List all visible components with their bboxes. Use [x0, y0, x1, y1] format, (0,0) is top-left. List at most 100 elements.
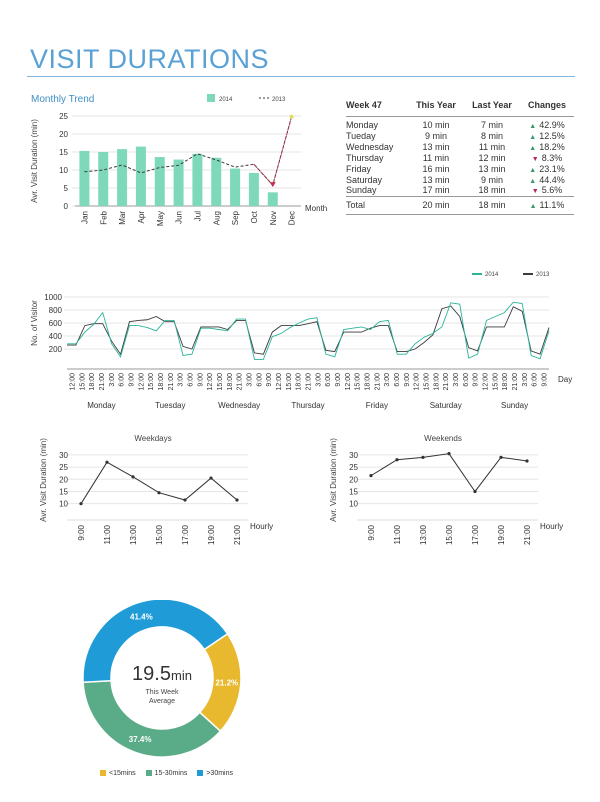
legend-label: <15mins — [109, 770, 136, 777]
day-label: Thursday — [291, 401, 324, 410]
x-tick-label: Jun — [175, 211, 184, 224]
center-value: 19.5min — [132, 663, 192, 685]
x-tick-label: 3:00 — [246, 373, 253, 387]
line-2013 — [84, 116, 293, 187]
x-tick-label: Jul — [193, 211, 202, 221]
table-row: Saturday 13 min 9 min ▲ 44.4% — [346, 174, 574, 185]
day-label: Tuesday — [155, 401, 185, 410]
x-tick-label: 3:00 — [109, 373, 116, 387]
week-table-body: Monday 10 min 7 min ▲ 42.9% Tueday 9 min 8 min ▲… — [346, 116, 574, 215]
this-year-cell: 17 min — [422, 185, 450, 196]
change-value: 5.6% — [541, 185, 563, 196]
x-tick-label: 9:00 — [542, 373, 549, 387]
x-tick-label: 21:00 — [168, 373, 175, 391]
title-divider — [27, 76, 575, 77]
this-year-cell: 13 min — [422, 174, 450, 185]
arrow-up-icon: ▲ — [529, 177, 537, 185]
data-point — [157, 491, 161, 495]
data-point — [79, 502, 83, 506]
x-tick-label: 15:00 — [217, 373, 224, 391]
x-tick-label: 18:00 — [433, 373, 440, 391]
x-tick-label: 9:00 — [266, 373, 273, 387]
x-tick-label: 6:00 — [119, 373, 126, 387]
y-tick-label: 5 — [64, 184, 69, 193]
legend-label: 15-30mins — [154, 770, 188, 777]
change-cell: ▼ 8.3% — [520, 152, 574, 163]
bar-2014 — [79, 150, 90, 206]
slice-label: 21.2% — [215, 679, 238, 688]
table-row: Tueday 9 min 8 min ▲ 12.5% — [346, 130, 574, 141]
y-axis-label: Avr. Visit Duration (min) — [30, 119, 39, 203]
x-tick-label: 21:00 — [237, 373, 244, 391]
week-table: Week 47 This Year Last Year Changes Mond… — [346, 94, 574, 215]
x-tick-label: 9:00 — [367, 524, 376, 540]
x-axis-label: Day — [558, 375, 572, 384]
x-tick-label: 21:00 — [512, 373, 519, 391]
weekdays-chart: Weekdays 10 15 20 25 30 Avr. Visit Duration (m… — [39, 434, 273, 545]
bar-2014 — [211, 157, 222, 206]
this-year-cell: 10 min — [422, 119, 450, 130]
week-table-header-last-year: Last Year — [464, 94, 520, 117]
x-tick-label: 9:00 — [335, 373, 342, 387]
change-cell: ▲ 11.1% — [520, 195, 574, 215]
x-tick-label: 12:00 — [414, 373, 421, 391]
day-cell: Total — [346, 195, 408, 215]
x-tick-label: 9:00 — [197, 373, 204, 387]
this-year-cell: 20 min — [408, 195, 464, 215]
change-cell: ▲ 18.2% — [520, 141, 574, 152]
bar-2014 — [192, 153, 203, 206]
day-label: Sunday — [501, 401, 528, 410]
y-axis-label: Avr. Visit Duration (min) — [329, 438, 338, 522]
this-year-cell: 16 min — [422, 163, 450, 174]
day-cell: Friday — [346, 163, 372, 174]
last-year-cell: 12 min — [478, 152, 506, 163]
y-axis-label: Avr. Visit Duration (min) — [39, 438, 48, 522]
x-axis-label: Hourly — [250, 522, 273, 531]
change-value: 11.1% — [539, 200, 565, 210]
data-point — [105, 460, 109, 464]
line-2014 — [67, 301, 550, 360]
y-tick-label: 30 — [59, 451, 68, 460]
bar-2014 — [173, 159, 184, 206]
donut-legend: <15mins 15-30mins >30mins — [100, 770, 233, 777]
bar-2014 — [98, 152, 109, 206]
week-table-container: Week 47 This Year Last Year Changes Mond… — [346, 94, 574, 215]
x-tick-label: 13:00 — [129, 524, 138, 545]
last-year-cell: 18 min — [464, 195, 520, 215]
x-tick-label: 13:00 — [419, 524, 428, 545]
center-number: 19.5 — [132, 663, 171, 685]
x-tick-label: 15:00 — [445, 524, 454, 545]
chart-title: Monthly Trend — [31, 94, 94, 105]
x-tick-label: 15:00 — [155, 524, 164, 545]
bar-2014 — [230, 168, 241, 206]
daily-visitors-chart: 2014 2013 200 400 600 800 1000 No. of Visitor Da… — [30, 272, 572, 410]
x-tick-label: Dec — [288, 211, 297, 225]
x-tick-label: 12:00 — [276, 373, 283, 391]
change-cell: ▼ 5.6% — [520, 185, 574, 196]
page-title: VISIT DURATIONS — [30, 44, 270, 74]
x-tick-label: 11:00 — [103, 524, 112, 544]
x-tick-label: Aug — [212, 211, 221, 225]
this-year-cell: 9 min — [424, 130, 447, 141]
x-tick-label: 3:00 — [315, 373, 322, 387]
legend-label: >30mins — [206, 770, 233, 777]
legend-label: 2013 — [272, 97, 286, 103]
y-tick-label: 10 — [59, 500, 68, 509]
x-tick-label: 6:00 — [325, 373, 332, 387]
slice-label: 37.4% — [129, 735, 152, 744]
day-cell: Monday — [346, 119, 379, 130]
week-table-header-this-year: This Year — [408, 94, 464, 117]
x-tick-label: 15:00 — [492, 373, 499, 391]
change-value: 12.5% — [539, 130, 565, 141]
last-year-cell: 9 min — [480, 174, 503, 185]
data-point — [183, 498, 187, 502]
change-cell: ▲ 42.9% — [520, 119, 574, 130]
y-tick-label: 0 — [64, 202, 69, 211]
y-tick-label: 10 — [349, 500, 358, 509]
data-point — [235, 498, 239, 502]
x-tick-label: 21:00 — [443, 373, 450, 391]
y-tick-label: 600 — [49, 319, 63, 328]
x-tick-label: 21:00 — [233, 524, 242, 545]
y-tick-label: 20 — [349, 475, 358, 484]
change-value: 42.9% — [539, 119, 565, 130]
